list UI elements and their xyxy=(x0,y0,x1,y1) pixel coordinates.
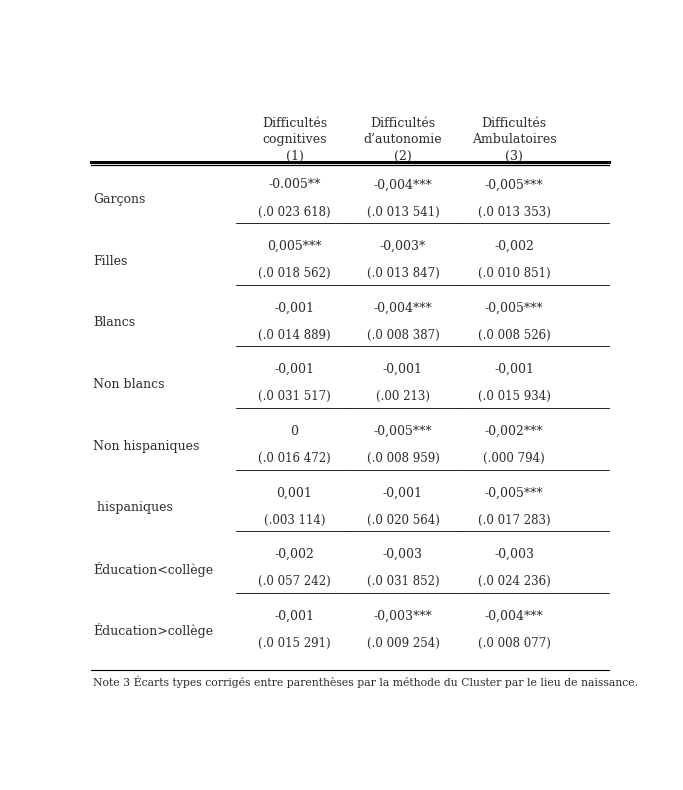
Text: -0,003*: -0,003* xyxy=(380,240,426,253)
Text: (.0 015 934): (.0 015 934) xyxy=(477,390,550,404)
Text: d’autonomie: d’autonomie xyxy=(363,133,443,145)
Text: (.0 057 242): (.0 057 242) xyxy=(258,575,331,588)
Text: hispaniques: hispaniques xyxy=(94,501,173,514)
Text: -0,001: -0,001 xyxy=(494,363,534,376)
Text: (.0 013 353): (.0 013 353) xyxy=(477,205,550,219)
Text: -0,001: -0,001 xyxy=(383,363,423,376)
Text: (.0 014 889): (.0 014 889) xyxy=(258,329,331,342)
Text: -0,001: -0,001 xyxy=(383,487,423,499)
Text: (.0 031 852): (.0 031 852) xyxy=(367,575,439,588)
Text: (.0 024 236): (.0 024 236) xyxy=(477,575,550,588)
Text: Ambulatoires: Ambulatoires xyxy=(472,133,557,145)
Text: -0,005***: -0,005*** xyxy=(374,425,432,438)
Text: (.0 018 562): (.0 018 562) xyxy=(258,267,331,280)
Text: -0,001: -0,001 xyxy=(275,610,314,623)
Text: Difficultés: Difficultés xyxy=(262,117,327,130)
Text: Éducation>collège: Éducation>collège xyxy=(94,623,214,638)
Text: cognitives: cognitives xyxy=(262,133,326,145)
Text: (.0 020 564): (.0 020 564) xyxy=(367,514,439,526)
Text: (3): (3) xyxy=(505,149,523,163)
Text: -0,005***: -0,005*** xyxy=(485,179,544,191)
Text: 0: 0 xyxy=(290,425,298,438)
Text: (.0 016 472): (.0 016 472) xyxy=(258,452,331,465)
Text: (.003 114): (.003 114) xyxy=(264,514,325,526)
Text: (.0 010 851): (.0 010 851) xyxy=(478,267,550,280)
Text: (.00 213): (.00 213) xyxy=(376,390,430,404)
Text: -0,002***: -0,002*** xyxy=(485,425,544,438)
Text: (.0 008 959): (.0 008 959) xyxy=(367,452,439,465)
Text: -0,003: -0,003 xyxy=(383,548,423,561)
Text: Garçons: Garçons xyxy=(94,194,145,206)
Text: -0,003: -0,003 xyxy=(494,548,534,561)
Text: -0,002: -0,002 xyxy=(275,548,314,561)
Text: -0.005**: -0.005** xyxy=(268,179,320,191)
Text: (.0 008 387): (.0 008 387) xyxy=(367,329,439,342)
Text: -0,002: -0,002 xyxy=(494,240,534,253)
Text: -0,001: -0,001 xyxy=(275,302,314,314)
Text: (2): (2) xyxy=(394,149,412,163)
Text: (.0 013 847): (.0 013 847) xyxy=(367,267,439,280)
Text: (1): (1) xyxy=(285,149,303,163)
Text: Difficultés: Difficultés xyxy=(370,117,436,130)
Text: Filles: Filles xyxy=(94,255,128,268)
Text: -0,001: -0,001 xyxy=(275,363,314,376)
Text: -0,004***: -0,004*** xyxy=(374,302,432,314)
Text: Non hispaniques: Non hispaniques xyxy=(94,439,199,453)
Text: (.0 008 526): (.0 008 526) xyxy=(477,329,550,342)
Text: (.0 017 283): (.0 017 283) xyxy=(478,514,550,526)
Text: (.0 031 517): (.0 031 517) xyxy=(258,390,331,404)
Text: -0,004***: -0,004*** xyxy=(485,610,544,623)
Text: (.0 023 618): (.0 023 618) xyxy=(258,205,331,219)
Text: 0,001: 0,001 xyxy=(277,487,312,499)
Text: (.0 013 541): (.0 013 541) xyxy=(367,205,439,219)
Text: (.0 015 291): (.0 015 291) xyxy=(258,637,331,649)
Text: (.0 009 254): (.0 009 254) xyxy=(367,637,439,649)
Text: -0,005***: -0,005*** xyxy=(485,487,544,499)
Text: -0,004***: -0,004*** xyxy=(374,179,432,191)
Text: -0,005***: -0,005*** xyxy=(485,302,544,314)
Text: Note 3 Écarts types corrigés entre parenthèses par la méthode du Cluster par le : Note 3 Écarts types corrigés entre paren… xyxy=(94,675,639,688)
Text: Blancs: Blancs xyxy=(94,317,135,329)
Text: (.0 008 077): (.0 008 077) xyxy=(477,637,550,649)
Text: Non blancs: Non blancs xyxy=(94,378,165,391)
Text: (.000 794): (.000 794) xyxy=(484,452,545,465)
Text: -0,003***: -0,003*** xyxy=(374,610,432,623)
Text: 0,005***: 0,005*** xyxy=(267,240,322,253)
Text: Difficultés: Difficultés xyxy=(482,117,546,130)
Text: Éducation<collège: Éducation<collège xyxy=(94,562,214,577)
